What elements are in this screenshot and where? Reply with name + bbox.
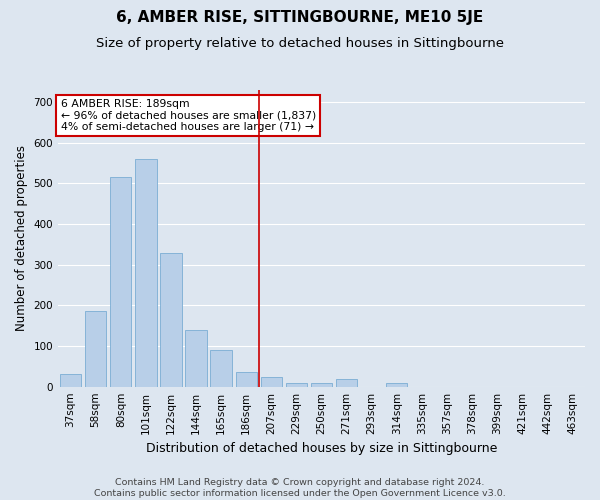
Bar [160,252,182,386]
Text: Size of property relative to detached houses in Sittingbourne: Size of property relative to detached ho… [96,38,504,51]
Bar [260,376,282,386]
Y-axis label: Number of detached properties: Number of detached properties [15,146,28,332]
Bar [211,350,232,387]
Bar [135,159,157,386]
X-axis label: Distribution of detached houses by size in Sittingbourne: Distribution of detached houses by size … [146,442,497,455]
Text: 6 AMBER RISE: 189sqm
← 96% of detached houses are smaller (1,837)
4% of semi-det: 6 AMBER RISE: 189sqm ← 96% of detached h… [61,99,316,132]
Bar [185,330,207,386]
Text: Contains HM Land Registry data © Crown copyright and database right 2024.
Contai: Contains HM Land Registry data © Crown c… [94,478,506,498]
Bar [386,384,407,386]
Bar [60,374,81,386]
Bar [286,382,307,386]
Bar [236,372,257,386]
Bar [311,384,332,386]
Text: 6, AMBER RISE, SITTINGBOURNE, ME10 5JE: 6, AMBER RISE, SITTINGBOURNE, ME10 5JE [116,10,484,25]
Bar [110,178,131,386]
Bar [336,380,357,386]
Bar [85,312,106,386]
